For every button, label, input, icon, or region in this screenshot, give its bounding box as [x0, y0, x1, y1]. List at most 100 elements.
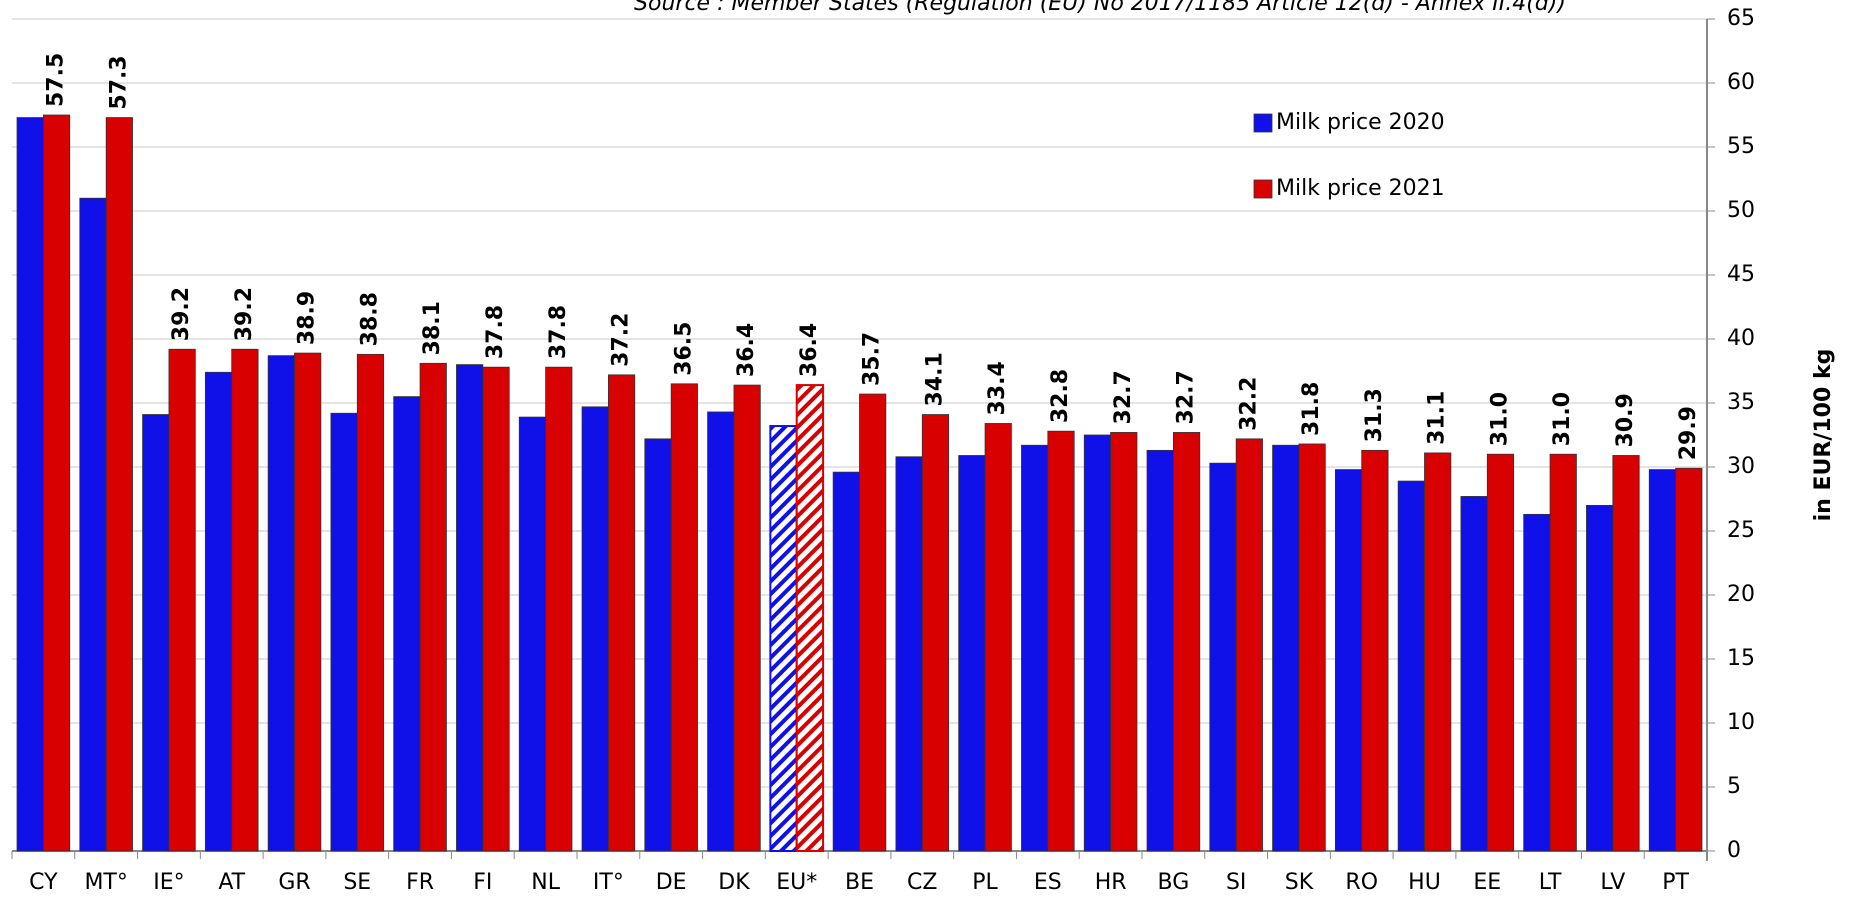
x-tick-label: SK [1285, 870, 1314, 895]
bar [1334, 469, 1363, 852]
x-tick-label: FI [473, 870, 492, 895]
data-label: 34.1 [922, 352, 947, 406]
bar [518, 416, 547, 852]
data-label: 38.9 [295, 291, 320, 345]
data-label: 31.0 [1487, 392, 1512, 446]
bar [1460, 496, 1488, 852]
bar [769, 425, 798, 852]
y-tick-label: 35 [1727, 390, 1755, 415]
bar [356, 353, 385, 852]
bar [1397, 480, 1425, 852]
data-label: 35.7 [860, 332, 885, 386]
data-label: 38.8 [357, 292, 382, 346]
bar [204, 371, 233, 852]
x-tick-label: LV [1600, 870, 1625, 895]
bar [670, 383, 698, 852]
bar [267, 355, 295, 852]
legend-swatch [1253, 113, 1273, 133]
y-tick-label: 0 [1727, 838, 1741, 863]
y-tick-label: 60 [1727, 70, 1755, 95]
data-label: 32.7 [1174, 370, 1199, 424]
legend-label: Milk price 2020 [1276, 110, 1445, 135]
bar [733, 384, 761, 852]
bar [1675, 467, 1703, 852]
x-tick-label: DK [718, 870, 750, 895]
x-tick-label: FR [406, 870, 434, 895]
bar [795, 384, 825, 852]
data-label: 31.8 [1299, 382, 1324, 436]
y-axis-label: in EUR/100 kg [1811, 349, 1836, 522]
x-tick-label: IT° [593, 870, 624, 895]
bar [1612, 455, 1640, 852]
bar [1021, 444, 1049, 852]
data-label: 57.5 [44, 53, 69, 107]
bar [1648, 469, 1677, 852]
x-tick-label: ES [1034, 870, 1062, 895]
bar [105, 117, 133, 852]
bar [1424, 452, 1452, 852]
x-tick-label: PT [1662, 870, 1689, 895]
bar [1209, 462, 1237, 852]
bar [419, 362, 447, 852]
bar [921, 414, 950, 852]
x-tick-label: DE [656, 870, 687, 895]
y-tick-label: 25 [1727, 518, 1755, 543]
data-label: 31.0 [1550, 392, 1575, 446]
data-label: 37.8 [546, 305, 571, 359]
bar [1272, 444, 1300, 852]
data-label: 29.9 [1676, 406, 1701, 460]
bar [1083, 434, 1112, 852]
bar [456, 364, 484, 852]
y-tick-label: 15 [1727, 646, 1755, 671]
bar [168, 348, 196, 852]
y-tick-label: 55 [1727, 134, 1755, 159]
x-tick-label: AT [218, 870, 245, 895]
bar [1486, 453, 1515, 852]
data-label: 31.3 [1362, 388, 1387, 442]
bar [859, 393, 887, 852]
bar [231, 348, 259, 852]
bar [607, 374, 636, 852]
data-label: 32.8 [1048, 369, 1073, 423]
bar [393, 396, 421, 852]
bar [1047, 430, 1075, 852]
bar [707, 411, 735, 852]
x-tick-label: SE [343, 870, 371, 895]
x-tick-label: HU [1408, 870, 1441, 895]
data-label: 33.4 [985, 361, 1010, 415]
x-tick-label: BG [1158, 870, 1190, 895]
legend-label: Milk price 2021 [1276, 176, 1445, 201]
legend-swatch [1253, 179, 1273, 199]
x-tick-label: EE [1473, 870, 1501, 895]
x-tick-label: HR [1095, 870, 1127, 895]
data-label: 31.1 [1425, 391, 1450, 445]
bar [1361, 449, 1389, 852]
bar [581, 406, 609, 852]
data-label: 36.4 [734, 323, 759, 377]
bar [545, 366, 573, 852]
data-label: 39.2 [232, 287, 257, 341]
x-tick-label: BE [845, 870, 874, 895]
y-tick-label: 5 [1727, 774, 1741, 799]
data-label: 30.9 [1613, 393, 1638, 447]
y-tick-label: 30 [1727, 454, 1755, 479]
bar [984, 423, 1012, 852]
y-tick-label: 40 [1727, 326, 1755, 351]
x-tick-label: PL [972, 870, 998, 895]
x-tick-label: IE° [153, 870, 184, 895]
x-tick-label: CY [29, 870, 58, 895]
y-tick-label: 50 [1727, 198, 1755, 223]
y-tick-label: 45 [1727, 262, 1755, 287]
x-tick-label: EU* [776, 870, 817, 895]
bar [1298, 443, 1326, 852]
bar [482, 366, 510, 852]
bar [1172, 432, 1201, 852]
x-tick-label: MT° [84, 870, 127, 895]
data-label: 37.2 [609, 313, 634, 367]
bar [16, 117, 44, 852]
data-label: 32.2 [1236, 377, 1261, 431]
source-note: Source : Member States (Regulation (EU) … [634, 0, 1566, 16]
bar [142, 414, 170, 852]
bar [832, 471, 860, 852]
